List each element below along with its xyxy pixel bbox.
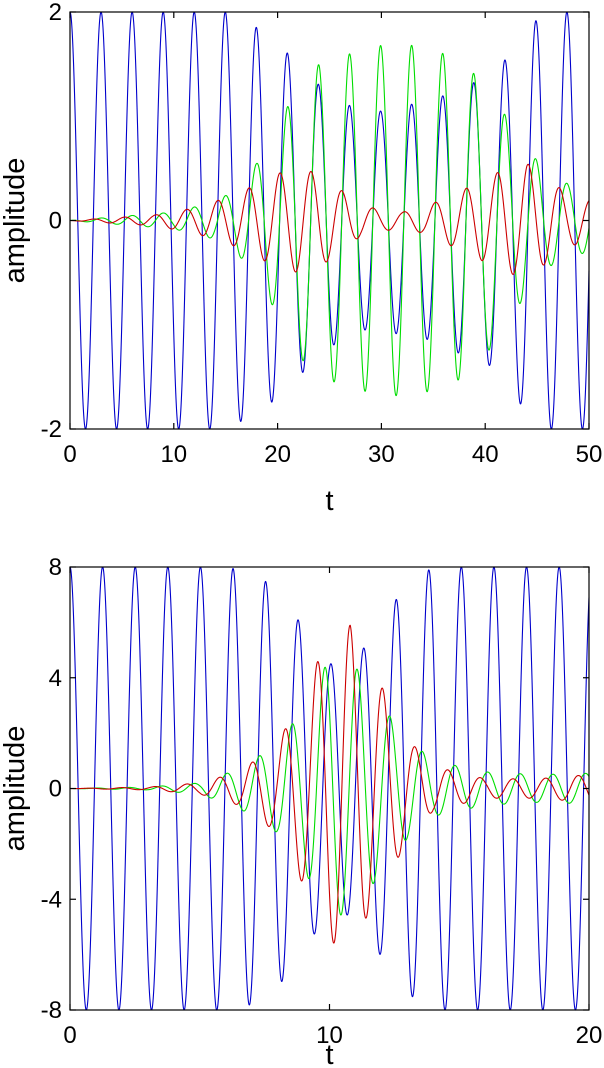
x-tick-label: 0 [63,1022,76,1049]
y-axis-label: amplitude [0,726,31,852]
x-tick-label: 40 [472,441,499,468]
y-tick-label: 0 [49,208,62,235]
x-tick-label: 0 [63,441,76,468]
x-axis-label: t [325,1039,333,1068]
x-tick-label: 20 [264,441,291,468]
series-line-2 [69,666,590,916]
series-line-3 [69,163,590,275]
series-group [69,566,590,1011]
chart-bottom: 0 10 20 -8 -4 0 4 8 t amplitude [0,554,602,1068]
y-tick-label: -4 [41,886,62,913]
x-tick-label: 50 [576,441,603,468]
series-line-2 [69,44,590,397]
tick-group: 0 10 20 -8 -4 0 4 8 [41,554,603,1049]
x-tick-label: 10 [316,1022,343,1049]
tick-group: 0 10 20 30 40 50-202 [41,0,603,468]
chart-top: 0 10 20 30 40 50-202 t amplitude [0,0,602,517]
y-tick-label: 0 [49,776,62,803]
series-line-1 [69,566,590,1011]
x-axis-label: t [325,485,333,517]
series-line-1 [69,11,590,430]
y-tick-label: 4 [49,665,62,692]
x-tick-label: 20 [576,1022,603,1049]
series-group [69,11,590,430]
y-tick-label: 2 [49,0,62,26]
x-tick-label: 30 [368,441,395,468]
y-tick-label: 8 [49,554,62,581]
y-axis-label: amplitude [0,158,31,284]
y-tick-label: -2 [41,416,62,443]
series-line-3 [69,624,590,944]
x-tick-label: 10 [160,441,187,468]
y-tick-label: -8 [41,997,62,1024]
